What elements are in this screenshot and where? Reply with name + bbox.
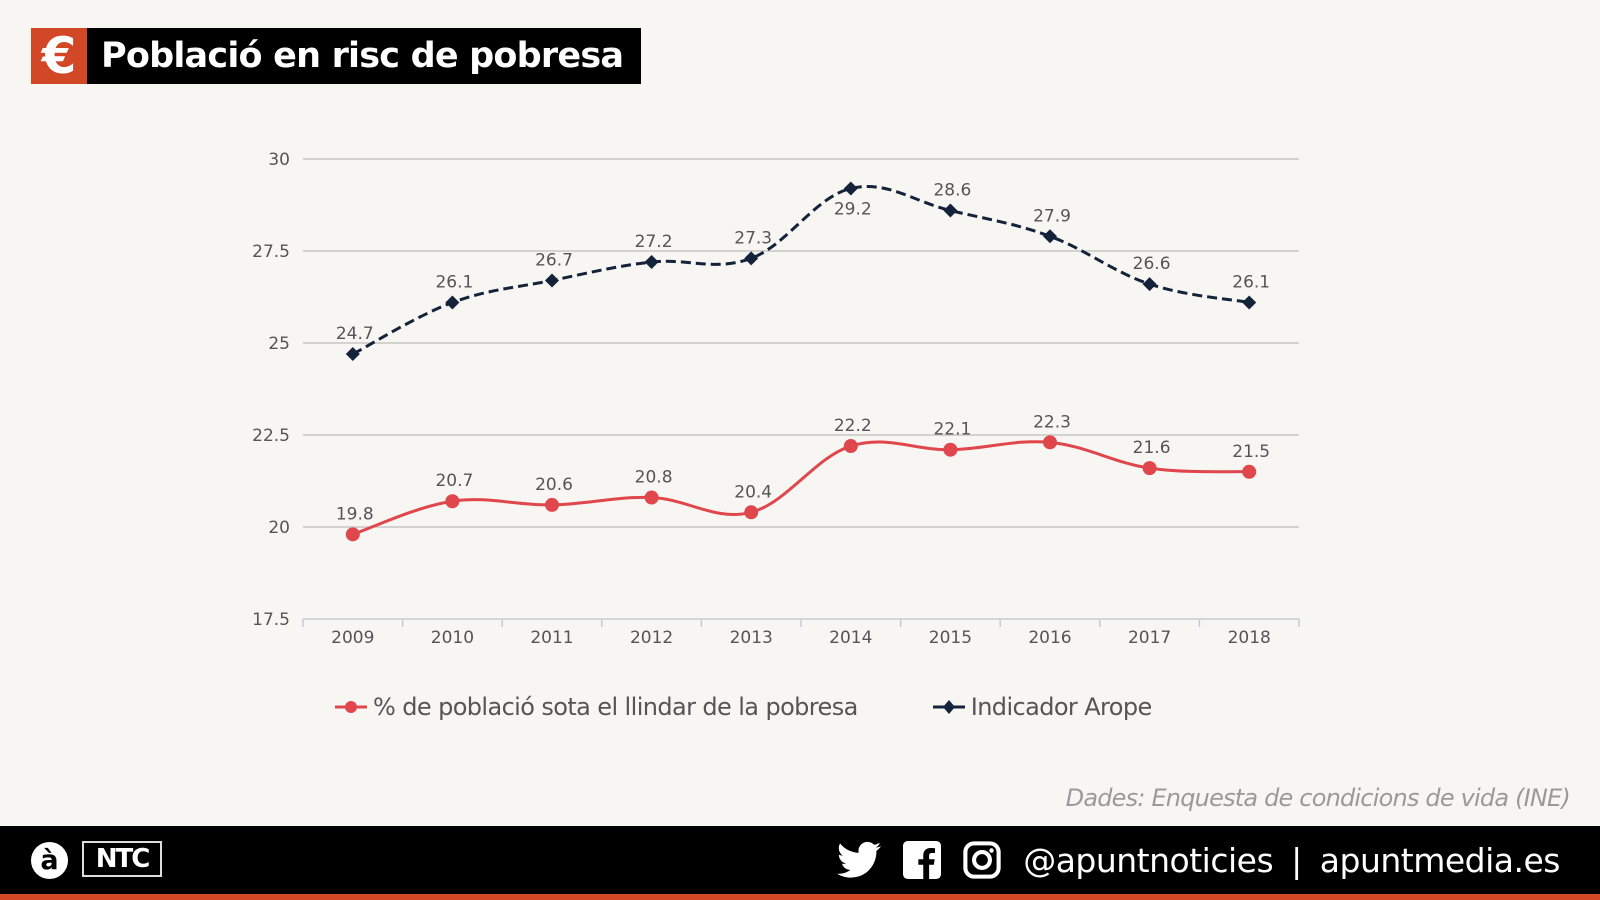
x-tick-label: 2014 bbox=[829, 628, 872, 648]
data-label: 20.4 bbox=[734, 482, 772, 502]
y-tick-label: 25 bbox=[268, 334, 290, 354]
data-label: 22.2 bbox=[834, 416, 872, 436]
data-point-marker bbox=[345, 527, 360, 542]
x-tick-label: 2012 bbox=[630, 628, 673, 648]
data-label: 21.5 bbox=[1232, 442, 1270, 462]
data-label: 27.3 bbox=[734, 228, 772, 248]
data-label: 26.7 bbox=[535, 250, 573, 270]
data-point-marker bbox=[545, 497, 559, 512]
data-label: 20.8 bbox=[635, 468, 673, 488]
legend-label: % de població sota el llindar de la pobr… bbox=[373, 693, 858, 721]
legend: % de població sota el llindar de la pobr… bbox=[335, 693, 1152, 721]
y-tick-label: 20 bbox=[268, 518, 290, 538]
website-link[interactable]: apuntmedia.es bbox=[1319, 840, 1561, 880]
social-links: @apuntnoticies | apuntmedia.es bbox=[837, 835, 1561, 885]
euro-icon: € bbox=[31, 28, 87, 84]
data-point-marker bbox=[445, 295, 460, 310]
data-point-marker bbox=[843, 439, 858, 454]
ntc-logo: NTC bbox=[82, 841, 162, 877]
data-point-marker bbox=[1242, 464, 1257, 479]
twitter-icon[interactable] bbox=[837, 841, 882, 879]
data-point-marker bbox=[843, 181, 858, 196]
data-label: 21.6 bbox=[1133, 438, 1171, 458]
data-label: 20.6 bbox=[535, 475, 573, 495]
x-tick-label: 2015 bbox=[929, 628, 972, 648]
y-axis-ticks: 30 27.5 25 22.5 20 17.5 bbox=[252, 150, 290, 630]
x-tick-label: 2016 bbox=[1028, 628, 1071, 648]
data-source-note: Dades: Enquesta de condicions de vida (I… bbox=[1065, 784, 1571, 812]
data-label: 26.1 bbox=[435, 273, 473, 293]
x-tick-label: 2011 bbox=[530, 628, 573, 648]
x-tick-label: 2009 bbox=[331, 628, 374, 648]
series-poverty-rate: 19.8 20.7 20.6 20.8 20.4 22.2 22.1 22.3 21.6 21.5 bbox=[336, 412, 1270, 542]
y-tick-label: 27.5 bbox=[252, 242, 290, 262]
series-arope: 24.7 26.1 26.7 27.2 27.3 29.2 28.6 27.9 26.6 26.1 bbox=[336, 181, 1270, 362]
series-line bbox=[352, 185, 1250, 356]
data-label: 19.8 bbox=[336, 504, 374, 524]
x-tick-label: 2018 bbox=[1228, 628, 1271, 648]
footer-accent-stripe bbox=[0, 894, 1600, 900]
legend-item-poverty-rate[interactable]: % de població sota el llindar de la pobr… bbox=[335, 693, 858, 721]
data-label: 29.2 bbox=[834, 199, 872, 219]
x-axis: 2009 2010 2011 2012 2013 2014 2015 2016 2017 2018 bbox=[302, 618, 1300, 648]
data-point-marker bbox=[1043, 435, 1057, 450]
data-label: 22.3 bbox=[1033, 412, 1071, 432]
data-point-marker bbox=[1043, 229, 1057, 244]
data-point-marker bbox=[943, 203, 958, 218]
gridlines bbox=[303, 158, 1299, 528]
data-label: 27.2 bbox=[635, 232, 673, 252]
data-label: 24.7 bbox=[336, 324, 374, 344]
data-label: 27.9 bbox=[1033, 206, 1071, 226]
legend-label: Indicador Arope bbox=[970, 693, 1153, 721]
data-point-marker bbox=[345, 347, 360, 362]
data-label: 28.6 bbox=[933, 181, 971, 201]
x-tick-label: 2010 bbox=[431, 628, 474, 648]
data-label: 22.1 bbox=[933, 420, 971, 440]
data-point-marker bbox=[545, 273, 559, 288]
legend-marker-diamond-icon bbox=[932, 700, 965, 714]
data-point-marker bbox=[744, 505, 759, 520]
twitter-handle[interactable]: @apuntnoticies bbox=[1023, 840, 1274, 880]
chart-title-banner: € Població en risc de pobresa bbox=[31, 28, 642, 84]
data-point-marker bbox=[1242, 295, 1257, 310]
instagram-icon[interactable] bbox=[963, 841, 1001, 879]
y-tick-label: 22.5 bbox=[252, 426, 290, 446]
footer-separator: | bbox=[1291, 840, 1302, 880]
data-point-marker bbox=[744, 251, 759, 266]
chart-title: Població en risc de pobresa bbox=[87, 28, 642, 84]
legend-marker-circle-icon bbox=[335, 701, 367, 713]
facebook-icon[interactable] bbox=[903, 841, 942, 879]
legend-item-arope[interactable]: Indicador Arope bbox=[932, 693, 1153, 721]
data-point-marker bbox=[1142, 277, 1157, 292]
data-label: 20.7 bbox=[435, 471, 473, 491]
y-tick-label: 17.5 bbox=[252, 610, 290, 630]
data-point-marker bbox=[644, 490, 659, 505]
data-point-marker bbox=[1142, 461, 1157, 476]
data-point-marker bbox=[445, 494, 460, 509]
series-line bbox=[352, 440, 1250, 536]
y-tick-label: 30 bbox=[268, 150, 290, 170]
apunt-logo: à bbox=[31, 842, 68, 879]
data-label: 26.6 bbox=[1133, 254, 1171, 274]
data-point-marker bbox=[644, 255, 659, 270]
data-label: 26.1 bbox=[1232, 273, 1270, 293]
x-tick-label: 2013 bbox=[730, 628, 773, 648]
series-layer: 19.8 20.7 20.6 20.8 20.4 22.2 22.1 22.3 21.6 21.5… bbox=[336, 181, 1270, 542]
x-tick-label: 2017 bbox=[1128, 628, 1171, 648]
data-point-marker bbox=[943, 442, 958, 457]
footer-bar bbox=[0, 826, 1600, 894]
